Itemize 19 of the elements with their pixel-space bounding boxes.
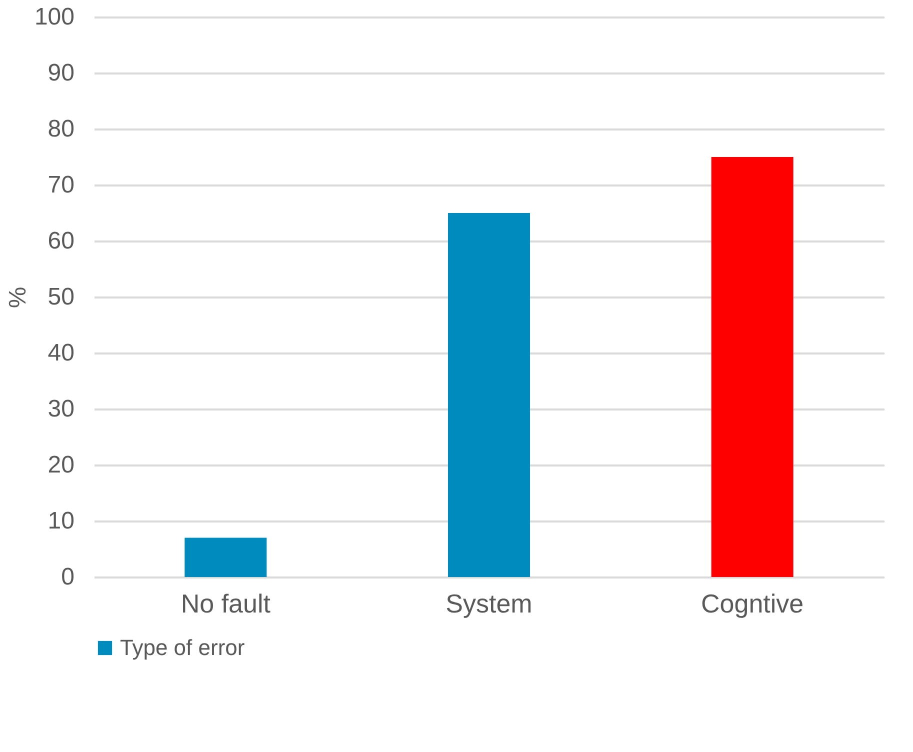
y-tick-label: 60	[48, 228, 74, 254]
y-tick-label: 90	[48, 60, 74, 86]
y-axis-title: %	[4, 286, 32, 308]
y-tick-label: 20	[48, 452, 74, 478]
y-tick-label: 0	[61, 564, 74, 590]
bar	[711, 157, 794, 577]
x-tick-label: No fault	[180, 588, 272, 618]
y-tick-label: 80	[48, 116, 74, 142]
y-tick-label: 30	[48, 396, 74, 422]
x-tick-label: System	[446, 588, 532, 618]
legend-label: Type of error	[120, 635, 245, 660]
y-tick-label: 40	[48, 340, 74, 366]
y-tick-label: 10	[48, 508, 74, 534]
bar	[448, 213, 530, 577]
bar	[184, 538, 267, 577]
y-tick-label: 70	[48, 172, 74, 198]
y-tick-label: 100	[34, 4, 74, 30]
y-tick-label: 50	[48, 284, 74, 310]
x-tick-label: Cogntive	[701, 588, 804, 618]
